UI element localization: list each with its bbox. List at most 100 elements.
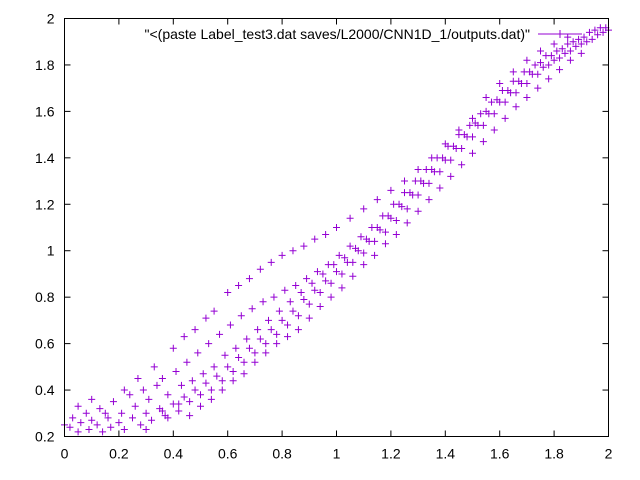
data-point: [273, 330, 281, 338]
data-point: [572, 42, 580, 50]
data-point: [183, 358, 191, 366]
x-tick-label: 0: [61, 446, 69, 462]
data-point: [469, 133, 476, 141]
data-point: [490, 126, 498, 134]
data-point: [245, 275, 253, 283]
data-point: [270, 293, 278, 301]
data-point: [341, 254, 349, 262]
data-point: [357, 233, 365, 241]
data-point: [482, 93, 490, 101]
data-point: [496, 80, 504, 88]
data-point: [566, 56, 574, 64]
data-point: [545, 61, 553, 69]
data-point: [558, 45, 566, 53]
y-tick-label: 0.2: [35, 429, 55, 445]
data-point: [186, 412, 194, 420]
x-tick-label: 0.8: [272, 446, 292, 462]
data-point: [591, 26, 599, 34]
data-point: [403, 205, 411, 213]
data-point: [109, 398, 117, 406]
data-point: [305, 300, 313, 308]
data-point: [216, 330, 224, 338]
data-point: [226, 321, 234, 329]
data-point: [360, 249, 368, 257]
data-point: [237, 312, 245, 320]
data-point: [303, 275, 311, 283]
data-point: [142, 409, 150, 417]
data-point: [556, 54, 564, 62]
data-point: [142, 426, 150, 434]
data-point: [376, 226, 384, 234]
data-point: [297, 289, 305, 297]
data-point: [594, 31, 602, 39]
data-point: [477, 110, 485, 118]
data-point: [202, 314, 210, 322]
data-point: [240, 370, 248, 378]
data-point: [349, 258, 357, 266]
y-tick-label: 1.6: [35, 103, 55, 119]
data-point: [531, 61, 539, 69]
data-point: [284, 333, 292, 341]
data-point: [104, 414, 112, 422]
data-point: [153, 381, 161, 389]
data-point: [441, 140, 449, 148]
data-point: [240, 358, 248, 366]
data-point: [286, 298, 294, 306]
data-point: [281, 286, 289, 294]
data-point: [194, 349, 202, 357]
data-point: [207, 395, 215, 403]
data-point: [232, 344, 240, 352]
data-point: [316, 302, 324, 310]
y-tick-label: 0.6: [35, 336, 55, 352]
data-point: [556, 66, 564, 74]
y-tick-label: 1.8: [35, 57, 55, 73]
data-point: [115, 419, 123, 427]
x-tick-label: 0.6: [218, 446, 238, 462]
data-point: [197, 402, 204, 410]
x-tick-label: 1.8: [544, 446, 564, 462]
data-point: [569, 38, 577, 46]
data-point: [262, 349, 270, 357]
data-point: [224, 289, 232, 297]
data-point: [210, 363, 218, 371]
data-point: [126, 391, 134, 399]
data-point: [425, 179, 433, 187]
data-point: [267, 326, 275, 334]
data-point: [469, 114, 476, 122]
data-point: [148, 416, 156, 424]
data-point: [387, 186, 395, 194]
legend: "<(paste Label_test3.dat saves/L2000/CNN…: [145, 26, 582, 42]
data-point: [85, 426, 93, 434]
data-point: [392, 217, 400, 225]
data-point: [534, 84, 542, 92]
data-point: [577, 49, 585, 57]
data-point: [469, 149, 476, 157]
data-point: [360, 261, 368, 269]
data-point: [501, 98, 509, 106]
data-point: [278, 316, 286, 324]
x-tick-label: 1.4: [436, 446, 456, 462]
data-point: [101, 409, 109, 417]
data-point: [455, 126, 463, 134]
x-tick-label: 1: [333, 446, 341, 462]
data-point: [69, 414, 77, 422]
data-point: [118, 409, 126, 417]
data-point: [273, 340, 281, 348]
data-point: [311, 235, 319, 243]
data-point: [158, 374, 166, 382]
data-point: [588, 35, 596, 43]
data-point: [245, 344, 253, 352]
data-point: [256, 265, 264, 273]
data-point: [458, 161, 466, 169]
data-point: [191, 386, 199, 394]
data-point: [550, 40, 558, 48]
data-point: [175, 400, 183, 408]
data-point: [512, 89, 520, 97]
data-point: [77, 419, 85, 427]
data-point: [479, 121, 487, 129]
x-tick-label: 1.6: [490, 446, 510, 462]
y-tick-label: 1: [47, 243, 55, 259]
data-point: [354, 247, 362, 255]
data-point: [322, 277, 330, 285]
